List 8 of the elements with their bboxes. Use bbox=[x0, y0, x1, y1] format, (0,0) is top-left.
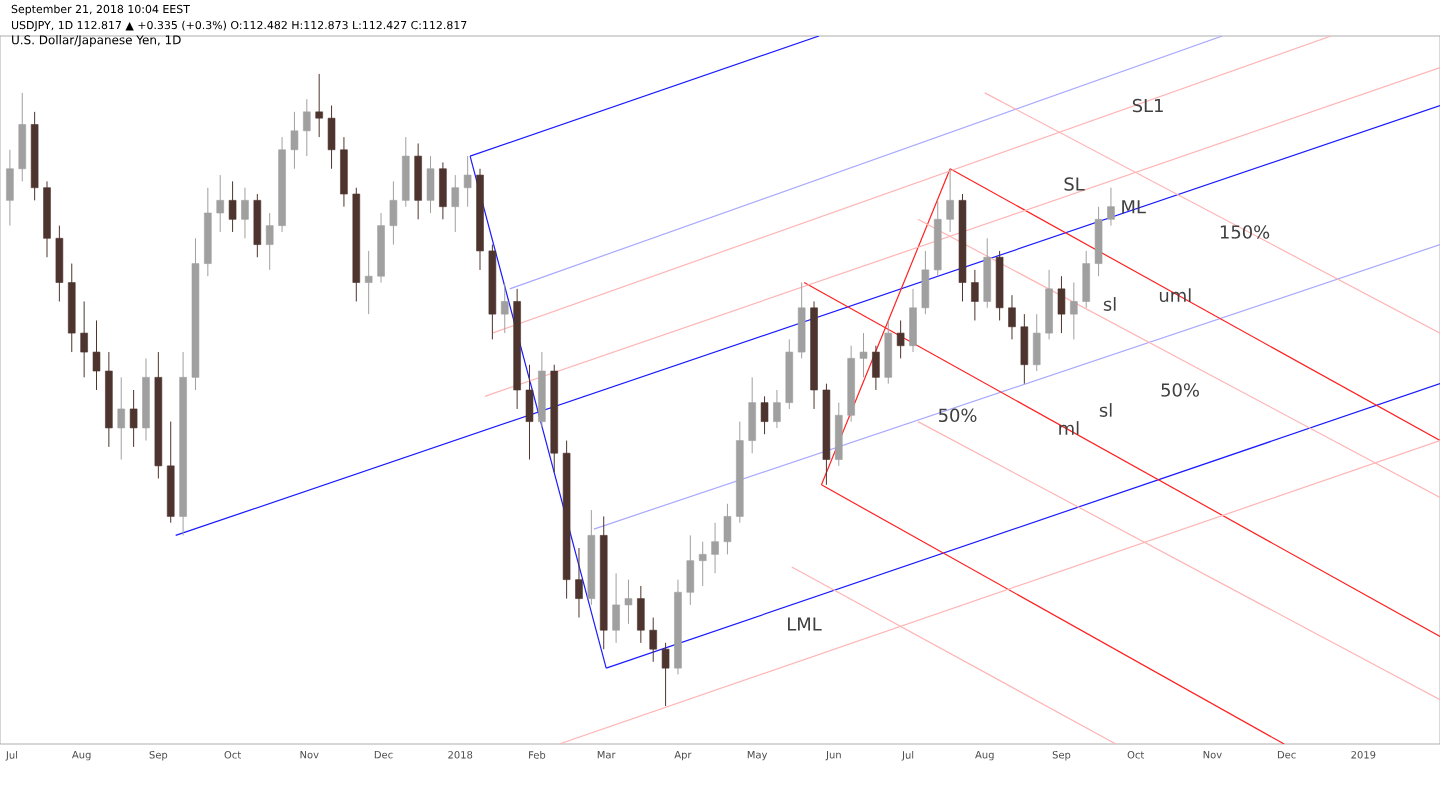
annotation: 50% bbox=[938, 408, 977, 423]
annotation: sl bbox=[1099, 403, 1112, 417]
annotation: sl bbox=[1103, 297, 1116, 311]
annotation: LML bbox=[788, 617, 822, 631]
annotation: SL1 bbox=[1132, 98, 1163, 113]
annotation: 50% bbox=[1161, 383, 1199, 397]
annotation: SL bbox=[1064, 177, 1085, 191]
annotation: 150% bbox=[1220, 225, 1270, 239]
